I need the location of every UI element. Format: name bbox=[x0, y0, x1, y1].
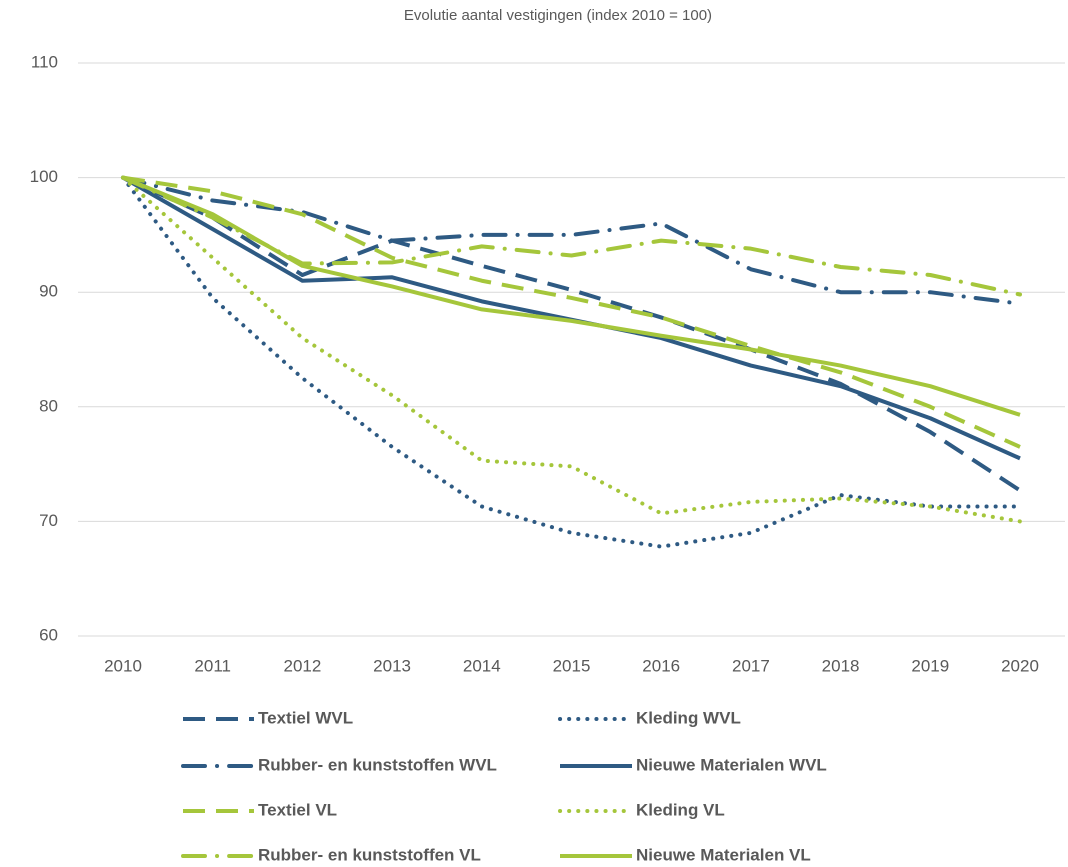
legend-label: Kleding WVL bbox=[636, 708, 741, 727]
x-tick-label: 2020 bbox=[1001, 656, 1039, 675]
series-line bbox=[121, 175, 1022, 549]
legend-label: Textiel WVL bbox=[258, 708, 353, 727]
x-tick-label: 2014 bbox=[463, 656, 501, 675]
y-tick-label: 70 bbox=[39, 511, 58, 530]
x-tick-label: 2017 bbox=[732, 656, 770, 675]
series-line bbox=[122, 175, 1021, 461]
x-tick-label: 2012 bbox=[283, 656, 321, 675]
legend-label: Textiel VL bbox=[258, 800, 337, 819]
series-line bbox=[122, 175, 1021, 417]
x-tick-label: 2018 bbox=[822, 656, 860, 675]
chart-title: Evolutie aantal vestigingen (index 2010 … bbox=[404, 7, 712, 24]
x-tick-label: 2013 bbox=[373, 656, 411, 675]
y-tick-label: 80 bbox=[39, 396, 58, 415]
x-tick-label: 2011 bbox=[194, 656, 231, 675]
legend-label: Rubber- en kunststoffen VL bbox=[258, 845, 481, 864]
y-tick-label: 60 bbox=[39, 625, 58, 644]
y-tick-label: 90 bbox=[39, 282, 58, 301]
legend-label: Rubber- en kunststoffen WVL bbox=[258, 755, 497, 774]
y-tick-label: 100 bbox=[30, 167, 58, 186]
legend-label: Nieuwe Materialen WVL bbox=[636, 755, 827, 774]
y-tick-label: 110 bbox=[31, 52, 58, 71]
series-line bbox=[121, 175, 1022, 297]
legend-label: Kleding VL bbox=[636, 800, 725, 819]
series-line bbox=[122, 175, 1021, 449]
x-tick-label: 2010 bbox=[104, 656, 142, 675]
x-tick-label: 2016 bbox=[642, 656, 680, 675]
series-line bbox=[122, 175, 1022, 493]
x-tick-label: 2015 bbox=[553, 656, 591, 675]
legend-label: Nieuwe Materialen VL bbox=[636, 845, 811, 864]
series-line bbox=[121, 175, 1022, 524]
x-tick-label: 2019 bbox=[911, 656, 949, 675]
